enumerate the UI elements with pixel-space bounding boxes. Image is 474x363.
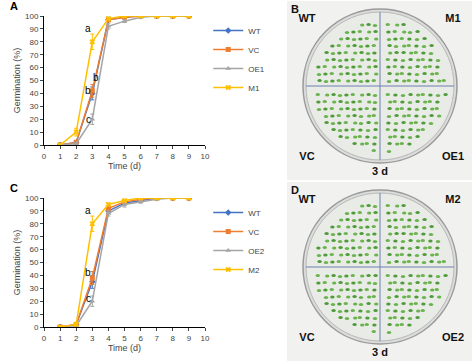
svg-text:6: 6: [138, 152, 143, 161]
svg-text:VC: VC: [248, 46, 259, 55]
svg-text:B: B: [291, 3, 299, 15]
svg-text:b: b: [93, 72, 99, 83]
svg-text:9: 9: [187, 152, 192, 161]
svg-text:Germination (%): Germination (%): [12, 48, 22, 114]
svg-text:7: 7: [154, 334, 159, 343]
svg-text:2: 2: [74, 334, 79, 343]
svg-text:90: 90: [29, 25, 38, 34]
svg-text:c: c: [86, 114, 91, 125]
svg-text:90: 90: [29, 207, 38, 216]
svg-text:3 d: 3 d: [372, 346, 388, 358]
svg-text:4: 4: [106, 334, 111, 343]
svg-text:WT: WT: [298, 12, 315, 24]
svg-text:10: 10: [201, 152, 210, 161]
svg-text:70: 70: [29, 233, 38, 242]
svg-text:40: 40: [29, 271, 38, 280]
svg-text:Time (d): Time (d): [108, 161, 141, 171]
svg-text:7: 7: [154, 152, 159, 161]
svg-text:WT: WT: [248, 209, 261, 218]
svg-text:a: a: [85, 23, 91, 34]
svg-text:D: D: [291, 184, 299, 196]
svg-text:10: 10: [29, 128, 38, 137]
svg-text:OE1: OE1: [248, 65, 265, 74]
svg-text:OE2: OE2: [442, 331, 464, 343]
svg-text:OE1: OE1: [442, 150, 464, 162]
svg-text:3: 3: [90, 334, 95, 343]
svg-text:A: A: [10, 0, 18, 12]
svg-text:0: 0: [42, 334, 47, 343]
svg-text:8: 8: [171, 152, 176, 161]
svg-text:3: 3: [90, 152, 95, 161]
svg-text:30: 30: [29, 102, 38, 111]
svg-text:70: 70: [29, 51, 38, 60]
svg-text:80: 80: [29, 38, 38, 47]
svg-text:5: 5: [122, 152, 127, 161]
svg-text:C: C: [10, 182, 18, 194]
svg-text:M1: M1: [445, 12, 460, 24]
svg-text:M2: M2: [445, 193, 460, 205]
svg-text:6: 6: [138, 334, 143, 343]
svg-text:10: 10: [29, 310, 38, 319]
svg-text:60: 60: [29, 63, 38, 72]
svg-text:4: 4: [106, 152, 111, 161]
svg-text:1: 1: [58, 334, 63, 343]
svg-text:OE2: OE2: [248, 247, 265, 256]
svg-text:3 d: 3 d: [372, 165, 388, 177]
svg-text:100: 100: [25, 194, 39, 203]
svg-text:50: 50: [29, 76, 38, 85]
svg-text:80: 80: [29, 220, 38, 229]
svg-text:b: b: [85, 267, 91, 278]
svg-text:1: 1: [58, 152, 63, 161]
svg-text:VC: VC: [299, 150, 314, 162]
svg-text:b: b: [85, 85, 91, 96]
svg-text:VC: VC: [248, 228, 259, 237]
svg-text:Germination (%): Germination (%): [12, 230, 22, 296]
svg-text:100: 100: [25, 12, 39, 21]
svg-text:8: 8: [171, 334, 176, 343]
svg-text:20: 20: [29, 297, 38, 306]
svg-text:60: 60: [29, 245, 38, 254]
svg-text:WT: WT: [298, 193, 315, 205]
svg-text:20: 20: [29, 115, 38, 124]
svg-text:Time (d): Time (d): [108, 343, 141, 353]
svg-text:50: 50: [29, 258, 38, 267]
svg-text:M2: M2: [248, 266, 260, 275]
svg-text:9: 9: [187, 334, 192, 343]
svg-text:0: 0: [34, 323, 39, 332]
svg-text:40: 40: [29, 89, 38, 98]
svg-text:M1: M1: [248, 84, 260, 93]
svg-text:0: 0: [34, 141, 39, 150]
svg-text:30: 30: [29, 284, 38, 293]
svg-text:5: 5: [122, 334, 127, 343]
svg-text:a: a: [85, 205, 91, 216]
svg-text:2: 2: [74, 152, 79, 161]
svg-text:VC: VC: [299, 331, 314, 343]
svg-text:WT: WT: [248, 27, 261, 36]
svg-text:10: 10: [201, 334, 210, 343]
svg-text:c: c: [86, 293, 91, 304]
svg-text:0: 0: [42, 152, 47, 161]
